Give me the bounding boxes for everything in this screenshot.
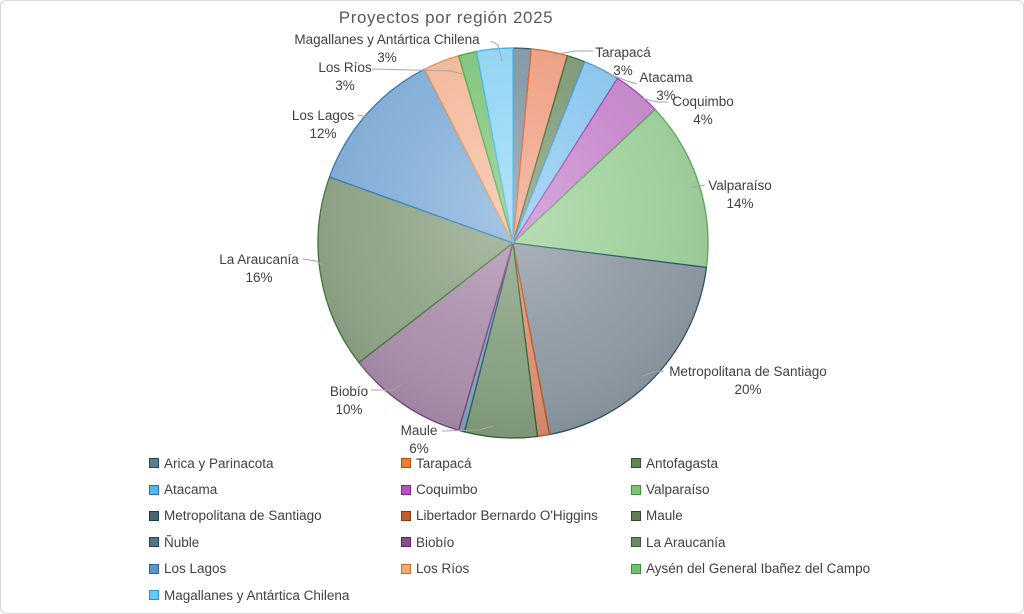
- legend-item: Maule: [631, 503, 893, 529]
- legend-label: Antofagasta: [646, 455, 719, 471]
- legend-item: Biobío: [401, 529, 631, 555]
- legend-swatch-icon: [401, 484, 411, 495]
- data-label: Valparaíso 14%: [708, 177, 772, 213]
- data-label-name: Tarapacá: [595, 45, 651, 60]
- legend-item: Los Lagos: [149, 556, 401, 582]
- legend-swatch-icon: [631, 537, 641, 548]
- data-label: Los Ríos 3%: [318, 59, 371, 95]
- legend-item: La Araucanía: [631, 529, 893, 555]
- data-label-percent: 4%: [693, 112, 713, 127]
- leader-line: [691, 184, 706, 189]
- legend-label: Los Lagos: [164, 561, 227, 577]
- data-label-percent: 16%: [245, 270, 273, 285]
- legend-item: Tarapacá: [401, 450, 631, 476]
- legend-swatch-icon: [631, 510, 641, 521]
- legend-item: Valparaíso: [631, 476, 893, 502]
- legend-item: Los Ríos: [401, 556, 631, 582]
- data-label: Coquimbo 4%: [672, 93, 734, 129]
- leader-line: [441, 425, 494, 432]
- chart-title: Proyectos por región 2025: [338, 8, 554, 27]
- data-label-name: Coquimbo: [672, 94, 734, 109]
- data-label: Maule 6%: [401, 422, 438, 458]
- data-label-percent: 10%: [335, 402, 363, 417]
- data-label: La Araucanía 16%: [219, 251, 299, 287]
- legend-swatch-icon: [149, 484, 159, 495]
- data-label-percent: 3%: [613, 63, 633, 78]
- legend-item: Arica y Parinacota: [149, 450, 401, 476]
- legend-item: Atacama: [149, 476, 401, 502]
- legend-swatch-icon: [149, 590, 159, 601]
- data-label-percent: 14%: [726, 196, 754, 211]
- legend-item: Aysén del General Ibañez del Campo: [631, 556, 893, 582]
- legend-label: Ñuble: [164, 534, 200, 550]
- legend-label: Coquimbo: [416, 482, 478, 498]
- leader-line: [490, 40, 503, 62]
- legend-label: Atacama: [164, 482, 218, 498]
- data-label-percent: 3%: [335, 78, 355, 93]
- legend-swatch-icon: [401, 563, 411, 574]
- data-label-name: Atacama: [639, 70, 693, 85]
- legend-label: Valparaíso: [646, 482, 710, 498]
- leader-line: [603, 71, 638, 85]
- legend-label: Metropolitana de Santiago: [164, 508, 322, 524]
- data-label: Magallanes y Antártica Chilena 3%: [294, 31, 479, 67]
- data-label: Atacama 3%: [639, 69, 692, 105]
- legend-swatch-icon: [149, 537, 159, 548]
- legend-swatch-icon: [149, 458, 159, 469]
- data-label-name: Los Ríos: [318, 60, 372, 75]
- legend-item: Antofagasta: [631, 450, 893, 476]
- legend-label: Aysén del General Ibañez del Campo: [646, 561, 871, 577]
- data-label-name: Metropolitana de Santiago: [669, 364, 827, 379]
- legend-label: Arica y Parinacota: [164, 455, 274, 471]
- data-label: Metropolitana de Santiago 20%: [669, 363, 827, 399]
- legend-item: Coquimbo: [401, 476, 631, 502]
- legend-swatch-icon: [149, 563, 159, 574]
- leader-line: [302, 258, 324, 266]
- data-label-percent: 6%: [409, 441, 429, 456]
- legend-item: Magallanes y Antártica Chilena: [149, 582, 401, 608]
- legend-swatch-icon: [631, 458, 641, 469]
- data-label-name: Maule: [400, 423, 438, 438]
- legend-label: Libertador Bernardo O'Higgins: [416, 508, 598, 524]
- leader-line: [371, 68, 463, 75]
- data-label-name: Biobío: [329, 384, 369, 399]
- pie-shine-overlay: [318, 48, 708, 438]
- legend-swatch-icon: [401, 458, 411, 469]
- legend-item: Ñuble: [149, 529, 401, 555]
- legend-swatch-icon: [631, 484, 641, 495]
- legend-label: Tarapacá: [416, 455, 472, 471]
- legend-label: Magallanes y Antártica Chilena: [164, 587, 350, 603]
- data-label-percent: 3%: [656, 88, 676, 103]
- legend-item: Metropolitana de Santiago: [149, 503, 401, 529]
- data-label-name: La Araucanía: [219, 252, 299, 267]
- leader-line: [371, 384, 402, 391]
- legend-swatch-icon: [631, 563, 641, 574]
- data-label-percent: 3%: [377, 50, 397, 65]
- legend-swatch-icon: [149, 510, 159, 521]
- legend-label: La Araucanía: [646, 534, 726, 550]
- data-label-name: Los Lagos: [291, 108, 355, 123]
- data-label-name: Magallanes y Antártica Chilena: [294, 32, 480, 47]
- legend-label: Los Ríos: [416, 561, 470, 577]
- leader-line: [641, 370, 665, 377]
- data-label-name: Valparaíso: [708, 178, 772, 193]
- data-label: Los Lagos 12%: [292, 107, 354, 143]
- data-label: Biobío 10%: [330, 383, 368, 419]
- leader-line: [630, 95, 668, 103]
- chart-legend: Arica y Parinacota Tarapacá Antofagasta Ata…: [149, 450, 893, 608]
- legend-label: Maule: [646, 508, 683, 524]
- legend-label: Biobío: [416, 534, 455, 550]
- legend-swatch-icon: [401, 537, 411, 548]
- data-label-percent: 12%: [309, 126, 337, 141]
- leader-line: [552, 50, 593, 56]
- leader-line: [357, 114, 374, 120]
- legend-swatch-icon: [401, 510, 411, 521]
- data-label-percent: 20%: [734, 382, 762, 397]
- legend-item: Libertador Bernardo O'Higgins: [401, 503, 631, 529]
- data-label: Tarapacá 3%: [595, 44, 651, 80]
